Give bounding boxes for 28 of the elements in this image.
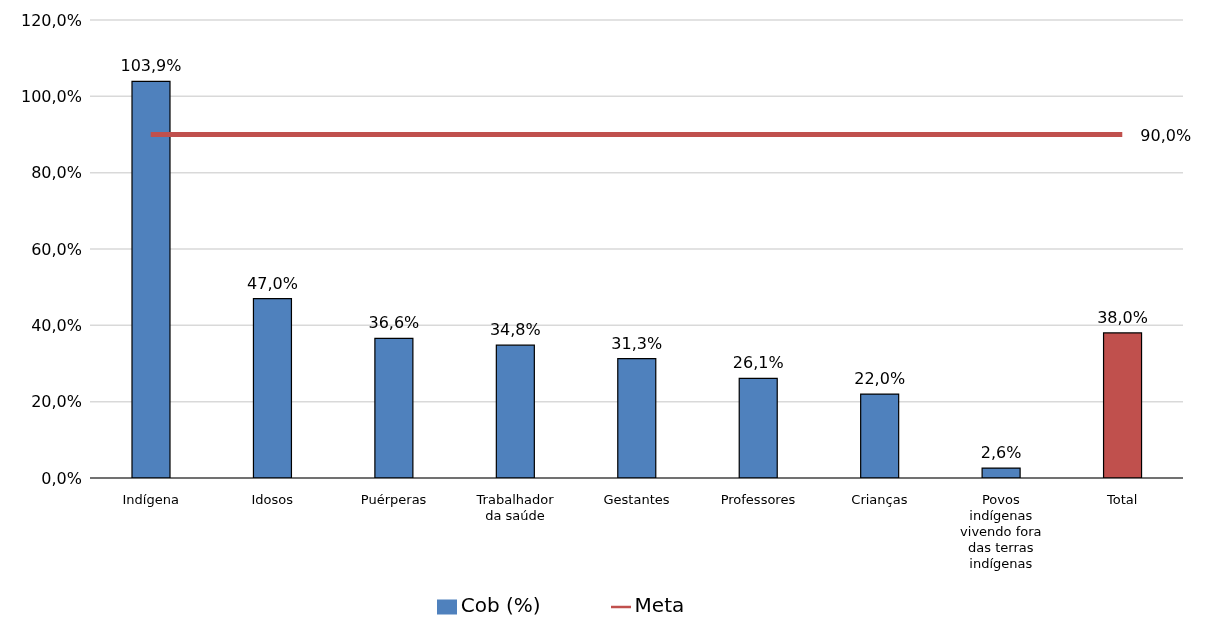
- data-label: 47,0%: [247, 273, 298, 293]
- x-tick-label: Puérperas: [360, 492, 427, 507]
- legend-label: Cob (%): [460, 593, 541, 617]
- data-label: 26,1%: [732, 353, 784, 373]
- y-tick-label: 60,0%: [31, 239, 82, 259]
- data-label: 22,0%: [854, 369, 906, 389]
- x-tick-label: Gestantes: [603, 492, 670, 507]
- y-tick-label: 0,0%: [41, 468, 82, 488]
- y-tick-label: 40,0%: [31, 316, 82, 336]
- y-tick-label: 20,0%: [31, 392, 82, 412]
- data-label: 90,0%: [1140, 125, 1192, 145]
- data-label: 31,3%: [611, 333, 663, 353]
- y-tick-label: 100,0%: [20, 87, 82, 107]
- y-tick-label: 120,0%: [20, 10, 82, 30]
- x-tick-label: Idosos: [251, 492, 294, 507]
- legend-label: Meta: [634, 593, 685, 617]
- data-label: 103,9%: [120, 56, 182, 76]
- data-label: 38,0%: [1097, 307, 1148, 327]
- x-tick-label: Crianças: [851, 492, 908, 507]
- data-label: 2,6%: [980, 443, 1022, 463]
- x-tick-label: Professores: [720, 492, 796, 507]
- x-tick-label: Trabalhador da saúde: [475, 492, 555, 523]
- data-label: 34,8%: [489, 320, 541, 340]
- x-tick-label: Povos indígenas vivendo fora das terras indígenas: [960, 492, 1042, 571]
- y-tick-label: 80,0%: [31, 163, 82, 183]
- x-tick-label: Indígena: [122, 492, 179, 507]
- x-tick-label: Total: [1106, 492, 1138, 507]
- data-label: 36,6%: [368, 313, 420, 333]
